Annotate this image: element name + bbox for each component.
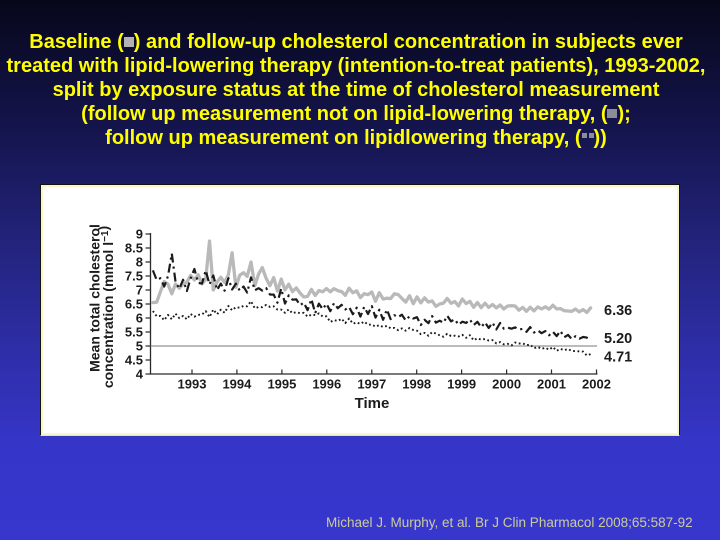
svg-text:concentration (mmol l−1): concentration (mmol l−1) xyxy=(95,226,116,388)
svg-text:6.5: 6.5 xyxy=(125,297,143,312)
svg-text:5.5: 5.5 xyxy=(125,325,143,340)
svg-text:5: 5 xyxy=(136,339,143,354)
svg-text:2002: 2002 xyxy=(582,377,611,392)
svg-text:8.5: 8.5 xyxy=(125,241,143,256)
svg-text:1996: 1996 xyxy=(312,377,341,392)
svg-text:5.20: 5.20 xyxy=(604,331,632,347)
svg-text:7: 7 xyxy=(136,283,143,298)
svg-text:6: 6 xyxy=(136,311,143,326)
svg-text:2000: 2000 xyxy=(492,377,521,392)
svg-text:1998: 1998 xyxy=(402,377,431,392)
svg-text:8: 8 xyxy=(136,255,143,270)
svg-text:2001: 2001 xyxy=(537,377,566,392)
svg-text:Mean total cholesterol: Mean total cholesterol xyxy=(87,224,103,372)
svg-text:Time: Time xyxy=(355,395,390,412)
svg-text:4.5: 4.5 xyxy=(125,353,143,368)
svg-text:7.5: 7.5 xyxy=(125,269,143,284)
svg-text:6.36: 6.36 xyxy=(604,303,632,319)
svg-text:1997: 1997 xyxy=(357,377,386,392)
svg-text:4.71: 4.71 xyxy=(604,350,632,366)
svg-text:1993: 1993 xyxy=(178,377,207,392)
svg-text:9: 9 xyxy=(136,227,143,242)
svg-text:4: 4 xyxy=(136,367,144,382)
svg-text:1999: 1999 xyxy=(447,377,476,392)
svg-text:1995: 1995 xyxy=(267,377,296,392)
svg-text:1994: 1994 xyxy=(222,377,252,392)
